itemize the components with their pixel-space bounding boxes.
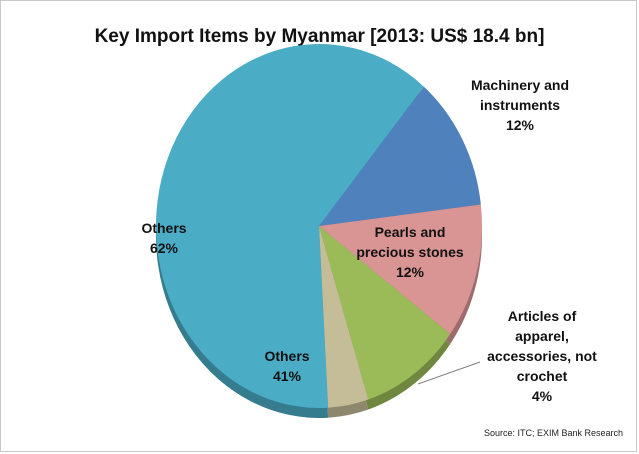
slice-label-line: 41%	[273, 368, 302, 384]
slice-label: Pearls and precious stones 12%	[356, 224, 464, 280]
pie-slices	[155, 44, 482, 409]
slice-label-line: 12%	[396, 264, 425, 280]
slice-label-line: Others	[141, 220, 186, 236]
slice-label-line: 12%	[506, 117, 535, 133]
leader-line	[417, 361, 481, 385]
slice-label-line: Others	[264, 348, 309, 364]
slice-label-line: Articles of	[508, 308, 577, 324]
slice-label-line: 4%	[532, 388, 553, 404]
slice-label: Machinery and instruments 12%	[471, 77, 569, 133]
slice-label: Articles of apparel, accessories, not croch…	[487, 308, 597, 404]
source-note: Source: ITC; EXIM Bank Research	[483, 428, 623, 438]
slice-label-line: accessories, not	[487, 348, 597, 364]
slice-label-line: apparel,	[515, 328, 569, 344]
slice-label-line: precious stones	[356, 244, 464, 260]
leader-lines	[417, 361, 481, 385]
pie-slice	[319, 226, 369, 408]
pie-slice	[319, 226, 451, 400]
pie-slice	[155, 44, 424, 409]
pie-slice	[319, 204, 482, 334]
slice-label-line: 62%	[150, 240, 179, 256]
slice-label-line: Pearls and	[375, 224, 446, 240]
slice-label-line: instruments	[480, 97, 560, 113]
slice-label: Others 62%	[141, 220, 186, 256]
slice-label-line: crochet	[517, 368, 568, 384]
chart-title: Key Import Items by Myanmar [2013: US$ 1…	[94, 26, 545, 47]
pie-slice	[319, 86, 481, 226]
slice-label: Others 41%	[264, 348, 309, 384]
slice-label-line: Machinery and	[471, 77, 569, 93]
slice-labels: Machinery and instruments 12% Pearls and pre…	[141, 77, 597, 404]
